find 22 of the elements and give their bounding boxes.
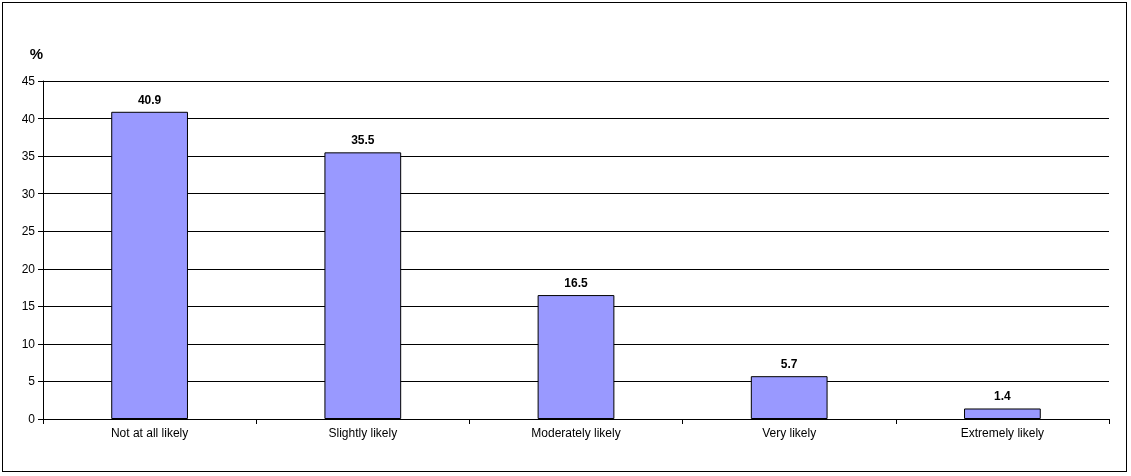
data-label: 40.9 [137, 92, 162, 107]
y-tick-label: 20 [21, 261, 36, 276]
y-tick-label: 45 [21, 74, 36, 88]
y-tick-label: 5 [28, 374, 36, 389]
y-tick-label: 40 [21, 111, 36, 126]
x-tick-label: Slightly likely [328, 426, 398, 440]
data-label: 5.7 [780, 357, 798, 372]
y-tick-label: 25 [21, 224, 36, 239]
y-tick-label: 35 [21, 149, 36, 164]
x-tick-label: Not at all likely [110, 426, 189, 440]
y-tick-label: 15 [21, 299, 36, 314]
y-tick-label: 0 [28, 412, 36, 426]
x-tick-label: Extremely likely [960, 426, 1045, 440]
y-tick-label: 30 [21, 186, 36, 201]
data-label: 35.5 [351, 133, 375, 148]
bar [964, 408, 1041, 419]
x-tick-label: Moderately likely [531, 426, 621, 440]
y-axis-title: % [29, 45, 43, 62]
x-tick-label: Very likely [762, 426, 817, 440]
data-label: 1.4 [994, 389, 1012, 404]
data-label: 16.5 [564, 276, 588, 291]
y-tick-label: 10 [21, 336, 36, 351]
